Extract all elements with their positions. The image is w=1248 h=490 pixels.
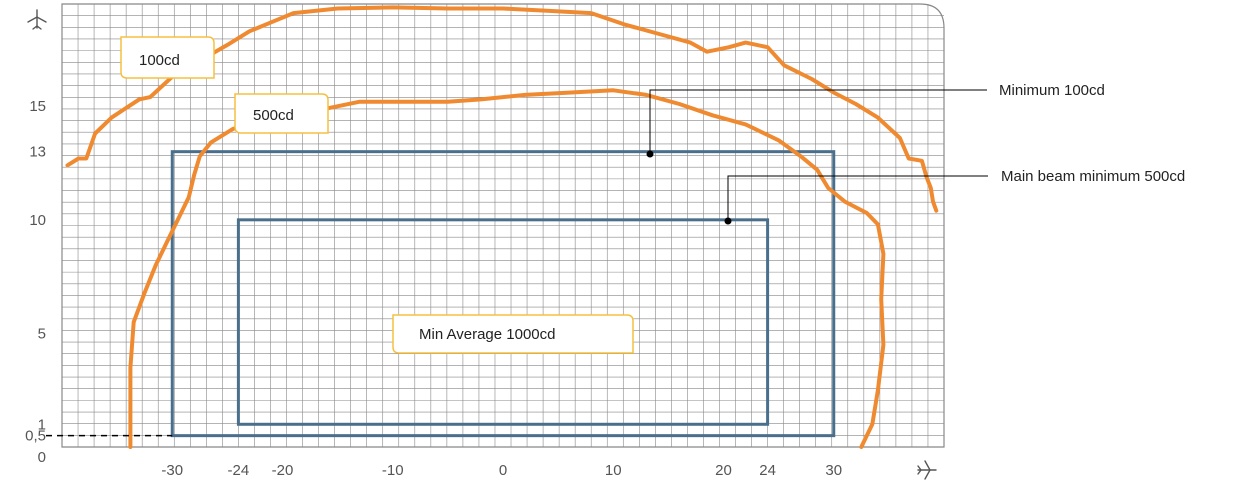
region-box-0 [236,218,770,426]
y-tick-label: 15 [29,98,46,115]
callout-minimum: Minimum 100cd [646,82,1105,158]
x-tick-label: 24 [759,462,776,479]
airplane-right-icon [917,460,937,480]
y-tick-label: 5 [38,325,46,342]
label-min-average: Min Average 1000cd [419,326,556,343]
x-tick-label: -24 [228,462,250,479]
x-tick-label: -10 [382,462,404,479]
label-box-min-average: Min Average 1000cd [392,314,634,354]
contour-500cd [128,88,886,449]
x-tick-label: -30 [161,462,183,479]
y-tick-label: 0,5 [25,428,46,445]
x-tick-label: -20 [272,462,294,479]
x-tick-label: 20 [715,462,732,479]
callout-main-beam: Main beam minimum 500cd [724,168,1185,225]
x-tick-label: 0 [499,462,507,479]
y-tick-label: 1 [38,416,46,433]
label-box-100cd: 100cd [120,36,215,79]
isocandela-contours [65,5,939,449]
y-tick-label: 0 [38,449,46,466]
x-tick-label: 10 [605,462,622,479]
contour-100cd [65,5,939,213]
callout-main-beam-text: Main beam minimum 500cd [1001,168,1185,185]
label-100cd: 100cd [139,52,180,69]
light-regions [170,150,836,438]
plot-frame [61,3,945,448]
y-tick-label: 13 [29,144,46,161]
region-box-1 [170,150,836,438]
label-box-500cd: 500cd [234,93,329,134]
x-tick-label: 30 [825,462,842,479]
airplane-up-icon [27,9,47,30]
y-tick-label: 10 [29,212,46,229]
label-500cd: 500cd [253,107,294,124]
callout-minimum-text: Minimum 100cd [999,82,1105,99]
x-tick-labels: -30 -24 -20 -10 0 10 20 24 30 [161,462,842,479]
